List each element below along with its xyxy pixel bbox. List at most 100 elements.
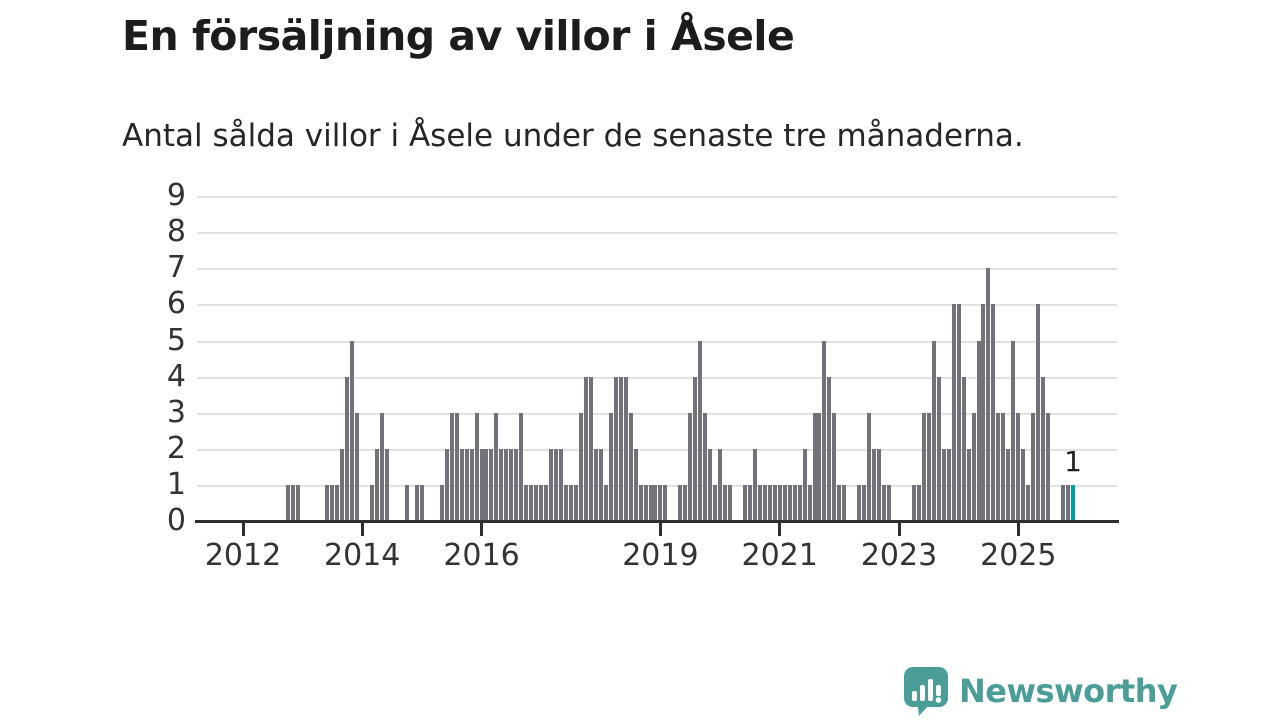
bar-month xyxy=(971,412,976,521)
bar-month xyxy=(534,484,539,521)
bar-latest-month xyxy=(1070,484,1075,521)
x-axis-tick-2016 xyxy=(480,523,483,536)
bar-month xyxy=(633,448,638,521)
x-axis-tick-2012 xyxy=(241,523,245,536)
bar-month xyxy=(817,412,822,521)
bar-month xyxy=(1041,376,1046,521)
bar-month xyxy=(802,448,807,521)
bar-month xyxy=(474,412,479,521)
bar-month xyxy=(598,448,603,521)
bar-month xyxy=(911,484,916,521)
x-axis-label-2023: 2023 xyxy=(860,538,938,573)
bar-month xyxy=(573,484,578,521)
bar-month xyxy=(747,484,752,521)
bar-month xyxy=(414,484,419,521)
bar-month xyxy=(494,412,499,521)
bar-month xyxy=(703,412,708,521)
bar-month xyxy=(653,484,658,521)
bar-month xyxy=(444,448,449,521)
bar-month xyxy=(688,412,693,521)
y-axis-label-9: 9 xyxy=(166,178,186,213)
bar-month xyxy=(678,484,683,521)
bar-month xyxy=(872,448,877,521)
x-axis-line xyxy=(195,520,1119,523)
bar-month xyxy=(941,448,946,521)
bar-month xyxy=(723,484,728,521)
bar-month xyxy=(837,484,842,521)
gridline-5 xyxy=(197,341,1117,343)
bar-month xyxy=(340,448,345,521)
bar-month xyxy=(767,484,772,521)
y-axis-label-0: 0 xyxy=(166,503,186,538)
y-axis-label-7: 7 xyxy=(166,250,186,285)
bar-month xyxy=(484,448,489,521)
x-axis-tick-2019 xyxy=(658,523,662,536)
gridline-7 xyxy=(197,268,1117,270)
bar-month xyxy=(385,448,390,521)
bar-month xyxy=(355,412,360,521)
bar-month xyxy=(946,448,951,521)
bar-month xyxy=(439,484,444,521)
bar-month xyxy=(1046,412,1051,521)
bar-month xyxy=(1006,448,1011,521)
bar-month xyxy=(404,484,409,521)
bar-month xyxy=(951,304,956,521)
bar-month xyxy=(539,484,544,521)
x-axis-label-2019: 2019 xyxy=(622,538,699,573)
bar-month xyxy=(514,448,519,521)
x-axis-label-2016: 2016 xyxy=(443,538,520,573)
bar-month xyxy=(489,448,494,521)
bar-month xyxy=(559,448,564,521)
bar-month xyxy=(976,340,981,521)
bar-month xyxy=(698,340,703,521)
bar-month xyxy=(564,484,569,521)
bar-month xyxy=(290,484,295,521)
bar-month xyxy=(792,484,797,521)
bar-month xyxy=(524,484,529,521)
bar-month xyxy=(608,412,613,521)
bar-month xyxy=(857,484,862,521)
bar-month xyxy=(643,484,648,521)
bar-month xyxy=(578,412,583,521)
x-axis-label-2012: 2012 xyxy=(204,538,282,573)
bar-month xyxy=(370,484,375,521)
newsworthy-logo-text: Newsworthy xyxy=(959,672,1178,710)
bar-month xyxy=(285,484,290,521)
bar-month xyxy=(375,448,380,521)
bar-month xyxy=(777,484,782,521)
bar-month xyxy=(618,376,623,521)
x-axis-tick-2023 xyxy=(897,523,901,536)
bar-month xyxy=(867,412,872,521)
bar-month xyxy=(499,448,504,521)
bar-month xyxy=(1016,412,1021,521)
bar-month xyxy=(812,412,817,521)
bar-month xyxy=(936,376,941,521)
y-axis-label-8: 8 xyxy=(166,214,186,249)
bar-month xyxy=(509,448,514,521)
bar-month xyxy=(504,448,509,521)
x-axis-tick-2025 xyxy=(1016,523,1020,536)
bar-month xyxy=(613,376,618,521)
y-axis-label-3: 3 xyxy=(166,395,186,430)
gridline-2 xyxy=(197,449,1117,451)
bar-month xyxy=(718,448,723,521)
bar-month xyxy=(887,484,892,521)
x-axis-label-2021: 2021 xyxy=(741,538,818,573)
bar-month xyxy=(603,484,608,521)
bar-month xyxy=(459,448,464,521)
bar-month xyxy=(797,484,802,521)
bar-month xyxy=(713,484,718,521)
gridline-8 xyxy=(197,232,1117,234)
bar-month xyxy=(419,484,424,521)
newsworthy-logo: Newsworthy xyxy=(903,666,1178,716)
newsworthy-speech-bubble-chart-icon xyxy=(903,666,949,716)
bar-month xyxy=(693,376,698,521)
bar-month xyxy=(757,484,762,521)
bar-month xyxy=(916,484,921,521)
bar-month xyxy=(882,484,887,521)
y-axis-label-6: 6 xyxy=(166,286,186,321)
bar-month xyxy=(345,376,350,521)
latest-value-label: 1 xyxy=(1064,444,1082,478)
chart-subtitle: Antal sålda villor i Åsele under de sena… xyxy=(122,118,1024,154)
